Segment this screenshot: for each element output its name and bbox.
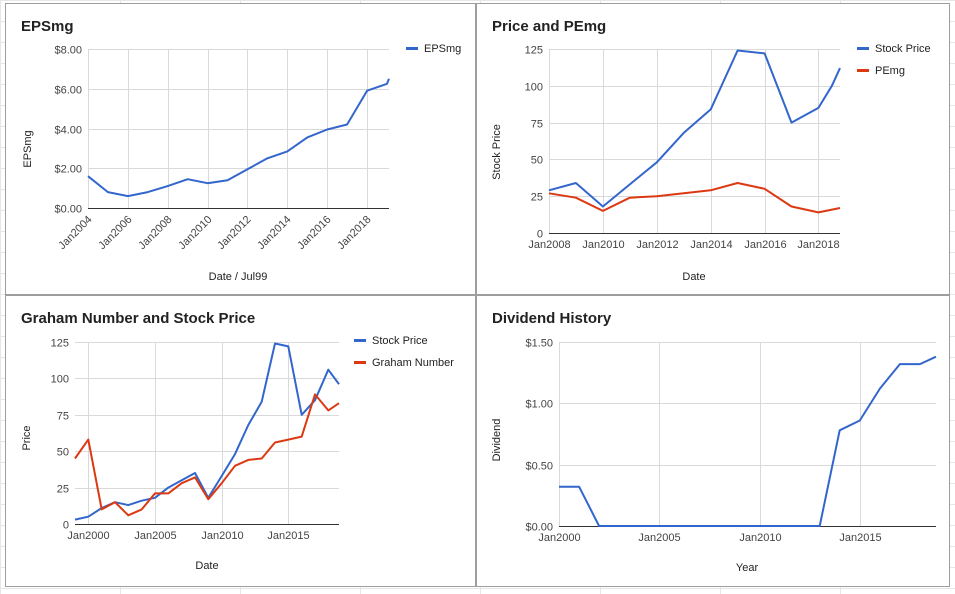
x-tick-label: Jan2010: [176, 214, 214, 252]
x-tick-label: Jan2008: [136, 214, 174, 252]
legend-swatch: [406, 47, 418, 50]
y-tick-label: 100: [51, 374, 69, 386]
x-tick-label: Jan2008: [528, 239, 570, 251]
x-axis-label: Year: [736, 562, 759, 574]
y-tick-label: 25: [531, 192, 543, 204]
x-tick-label: Jan2006: [96, 214, 134, 252]
x-axis-label: Date / Jul99: [209, 271, 268, 283]
y-tick-label: 0: [537, 229, 543, 241]
y-tick-label: $0.00: [54, 204, 82, 216]
series-line-epsmg: [87, 78, 390, 198]
x-tick-label: Jan2005: [638, 532, 680, 544]
chart-title: Dividend History: [492, 310, 612, 327]
x-tick-label: Jan2010: [201, 530, 243, 542]
x-tick-label: Jan2012: [636, 239, 678, 251]
series-line-graham-number: [74, 393, 340, 517]
y-tick-label: $4.00: [54, 125, 82, 137]
graham-chart: Graham Number and Stock Price 0 25 50 75 100…: [21, 310, 454, 572]
x-tick-label: Jan2005: [134, 530, 176, 542]
dividend-chart: Dividend History $0.00 $0.50 $1.00 $1.50 Jan…: [491, 310, 937, 574]
x-axis-label: Date: [195, 560, 218, 572]
x-tick-label: Jan2000: [538, 532, 580, 544]
series-line-stock-price: [74, 342, 340, 521]
y-tick-label: $6.00: [54, 85, 82, 97]
x-tick-label: Jan2018: [797, 239, 839, 251]
series-line-dividend: [559, 355, 937, 527]
y-tick-label: 50: [531, 155, 543, 167]
x-tick-label: Jan2000: [67, 530, 109, 542]
price-pe-chart-panel: Price and PEmg 0 25 50 75 100 125 Jan2008 Jan20…: [476, 3, 950, 295]
legend-label: EPSmg: [424, 43, 461, 55]
legend-swatch: [857, 69, 869, 72]
y-axis-label: Price: [21, 425, 33, 450]
chart-title: EPSmg: [21, 18, 74, 35]
legend-swatch: [354, 339, 366, 342]
x-tick-label: Jan2015: [839, 532, 881, 544]
x-tick-label: Jan2010: [582, 239, 624, 251]
dividend-chart-panel: Dividend History $0.00 $0.50 $1.00 $1.50 Jan…: [476, 295, 950, 587]
legend-swatch: [354, 361, 366, 364]
x-tick-label: Jan2010: [739, 532, 781, 544]
y-tick-label: $2.00: [54, 164, 82, 176]
y-tick-label: 100: [525, 82, 543, 94]
x-tick-label: Jan2016: [295, 214, 333, 252]
y-tick-label: $0.50: [525, 461, 553, 473]
y-tick-label: $0.00: [525, 522, 553, 534]
y-tick-label: 50: [57, 447, 69, 459]
y-tick-label: 75: [531, 119, 543, 131]
graham-chart-panel: Graham Number and Stock Price 0 25 50 75 100…: [5, 295, 476, 587]
y-tick-label: $1.50: [525, 338, 553, 350]
legend-swatch: [857, 47, 869, 50]
x-axis-label: Date: [682, 271, 705, 283]
price-pe-chart: Price and PEmg 0 25 50 75 100 125 Jan2008 Jan20…: [491, 18, 931, 283]
chart-title: Price and PEmg: [492, 18, 606, 35]
x-tick-label: Jan2014: [690, 239, 732, 251]
series-line-pemg: [548, 182, 841, 214]
y-tick-label: 125: [525, 45, 543, 57]
y-tick-label: $8.00: [54, 45, 82, 57]
legend-label: Stock Price: [372, 335, 428, 347]
series-line-stock-price: [548, 49, 841, 208]
y-axis-label: Stock Price: [491, 124, 503, 180]
x-tick-label: Jan2015: [267, 530, 309, 542]
y-axis-label: EPSmg: [22, 130, 34, 167]
legend-label: Graham Number: [372, 357, 454, 369]
y-tick-label: 75: [57, 411, 69, 423]
x-tick-label: Jan2016: [744, 239, 786, 251]
y-tick-label: $1.00: [525, 399, 553, 411]
y-tick-label: 125: [51, 338, 69, 350]
eps-chart-panel: EPSmg $0.00 $2.00 $4.00 $6.00 $8.00 Jan2004 Ja…: [5, 3, 476, 295]
x-tick-label: Jan2018: [335, 214, 373, 252]
y-tick-label: 25: [57, 484, 69, 496]
y-axis-label: Dividend: [491, 419, 503, 462]
legend-label: PEmg: [875, 65, 905, 77]
legend-label: Stock Price: [875, 43, 931, 55]
x-tick-label: Jan2004: [56, 214, 94, 252]
y-tick-label: 0: [63, 520, 69, 532]
x-tick-label: Jan2012: [215, 214, 253, 252]
chart-title: Graham Number and Stock Price: [21, 310, 255, 327]
x-tick-label: Jan2014: [255, 214, 293, 252]
